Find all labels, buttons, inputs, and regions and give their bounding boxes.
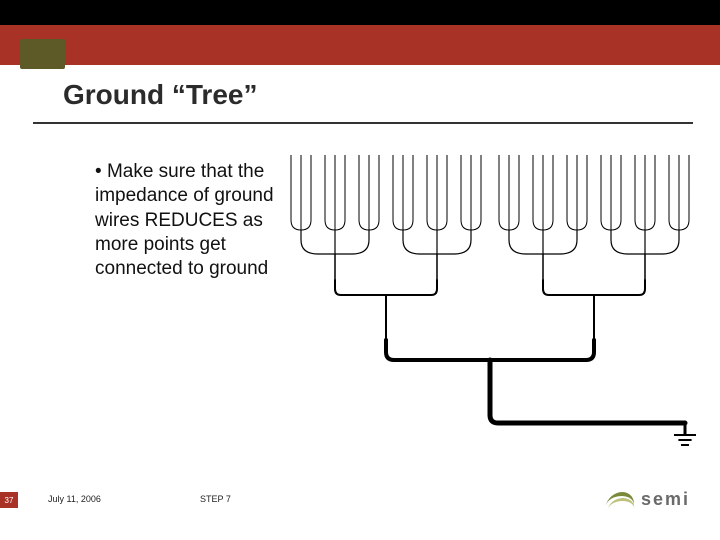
slide-title: Ground “Tree” (63, 79, 257, 111)
bullet-item: Make sure that the impedance of ground w… (95, 160, 295, 282)
semi-logo: semi (607, 488, 690, 510)
corner-accent-box (20, 39, 65, 69)
top-bar-red (0, 25, 720, 65)
logo-swoosh-icon (607, 488, 637, 510)
page-number-badge: 37 (0, 492, 18, 508)
logo-text: semi (641, 489, 690, 510)
footer-date: July 11, 2006 (48, 494, 101, 504)
top-bar-black (0, 0, 720, 25)
footer-step: STEP 7 (200, 494, 231, 504)
page-number: 37 (5, 496, 14, 505)
bullet-list: Make sure that the impedance of ground w… (95, 160, 295, 282)
title-underline (33, 122, 693, 124)
ground-tree-diagram (285, 155, 700, 465)
slide: Ground “Tree” Make sure that the impedan… (0, 0, 720, 540)
